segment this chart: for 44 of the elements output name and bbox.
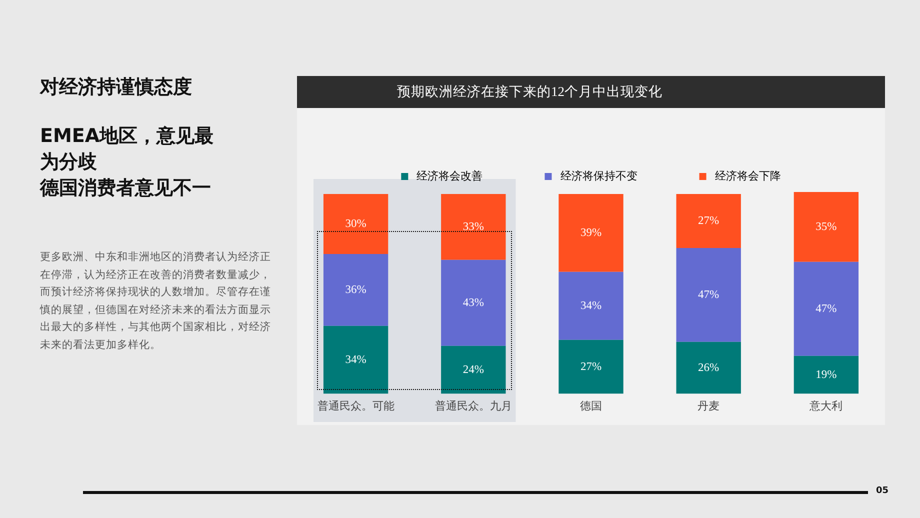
data-label: 35%: [816, 220, 838, 233]
data-label: 36%: [345, 284, 367, 296]
bar: [794, 356, 859, 394]
data-label: 30%: [345, 218, 367, 230]
text: 05: [876, 486, 889, 496]
data-label: 47%: [698, 288, 720, 301]
legend-label: 经济将会改善: [414, 170, 483, 183]
x-tick-label: 意大利: [808, 399, 843, 412]
data-label: 34%: [345, 354, 367, 366]
bar: [323, 326, 388, 394]
data-label: 24%: [462, 364, 484, 376]
legend-label: 经济将会下降: [712, 170, 781, 183]
bar: [676, 248, 741, 342]
data-label: 39%: [580, 226, 602, 239]
bar: [558, 272, 624, 340]
text: 更多欧洲、中东和非洲地区的消费者认为经济正在停滞，认为经济正在改善的消费者数量减少，而预计经济将保持现状的人数增加。尽管存在谨慎的展望，但德国在对经济未来的看法方面显示出最大的多样性，与其他两个国家相比，对经济未来的看法更加多样化。: [40, 250, 272, 352]
text: 对经济持谨慎态度: [40, 75, 192, 100]
legend-label: 经济将保持不变: [557, 170, 638, 183]
bar: [794, 262, 859, 356]
bar: [441, 346, 506, 394]
text: 德国消费者意见不一: [40, 176, 211, 201]
data-label: 27%: [580, 360, 602, 373]
data-label: 19%: [816, 368, 838, 381]
x-tick-label: 普通民众。可能: [317, 399, 394, 412]
x-tick-label: 丹麦: [698, 399, 720, 412]
x-tick-label: 德国: [580, 400, 602, 412]
bar: [676, 342, 741, 394]
data-label: 43%: [462, 296, 484, 309]
bar: [794, 192, 859, 262]
bar: [441, 194, 506, 260]
bar: [323, 194, 388, 254]
data-label: 47%: [816, 302, 838, 315]
bar: [558, 194, 624, 272]
data-label: 33%: [462, 220, 484, 233]
bar: [441, 260, 506, 346]
data-label: 26%: [698, 362, 720, 374]
data-label: 27%: [698, 214, 720, 227]
data-label: 34%: [580, 300, 602, 312]
chart-title: 预期欧洲经济在接下来的12个月中出现变化: [297, 76, 885, 108]
bar: [558, 340, 624, 394]
x-tick-label: 普通民众。九月: [434, 399, 512, 412]
bar: [676, 194, 741, 248]
text: EMEA地区，意见最为分歧: [40, 124, 215, 175]
bar: [323, 254, 388, 326]
